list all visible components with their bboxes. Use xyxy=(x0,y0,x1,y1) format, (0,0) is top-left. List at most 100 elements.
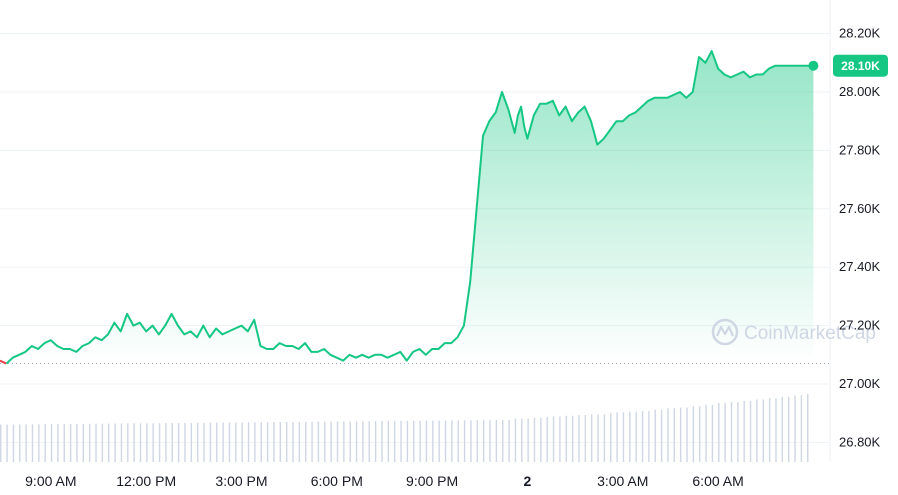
volume-bar xyxy=(260,422,262,462)
price-area-fill xyxy=(0,51,814,364)
volume-bar xyxy=(63,424,65,462)
volume-bar xyxy=(800,395,803,462)
volume-bar xyxy=(679,407,682,462)
volume-bar xyxy=(489,420,491,462)
volume-bar xyxy=(108,423,110,462)
x-tick-label: 3:00 AM xyxy=(597,473,648,489)
price-line-down-segment xyxy=(0,359,7,365)
volume-bar xyxy=(324,421,326,462)
volume-bar xyxy=(146,423,148,462)
volume-bar xyxy=(292,421,294,462)
y-tick-label: 27.00K xyxy=(839,376,881,391)
volume-bar xyxy=(19,424,21,462)
volume-bar xyxy=(413,420,415,462)
volume-bar xyxy=(768,398,771,462)
volume-bar xyxy=(514,418,517,462)
volume-bar xyxy=(31,424,34,462)
volume-bar xyxy=(228,422,231,462)
volume-bar xyxy=(222,422,224,462)
volume-bar xyxy=(432,420,434,462)
volume-bar xyxy=(165,423,167,462)
volume-bar xyxy=(152,423,154,462)
y-tick-label: 27.60K xyxy=(839,201,881,216)
volume-bar xyxy=(273,422,275,462)
volume-bar xyxy=(641,411,644,462)
volume-bar xyxy=(451,420,453,462)
volume-bar xyxy=(158,423,161,462)
volume-bar xyxy=(730,402,733,462)
y-tick-label: 26.80K xyxy=(839,434,881,449)
volume-bar xyxy=(330,421,332,462)
volume-bar xyxy=(114,423,116,462)
volume-bar xyxy=(737,402,739,462)
volume-bar xyxy=(622,412,625,462)
volume-bar xyxy=(419,420,421,462)
volume-bar xyxy=(610,413,612,462)
price-area xyxy=(0,51,814,364)
volume-bars xyxy=(0,394,809,462)
volume-bar xyxy=(311,421,313,462)
volume-bar xyxy=(368,421,370,462)
volume-bar xyxy=(387,421,390,462)
volume-bar xyxy=(120,423,123,462)
volume-bar xyxy=(88,423,91,462)
volume-bar xyxy=(762,399,764,462)
volume-bar xyxy=(781,396,784,462)
volume-bar xyxy=(654,409,656,462)
volume-bar xyxy=(699,406,701,462)
volume-bar xyxy=(241,422,243,462)
volume-bar xyxy=(673,408,675,462)
volume-bar xyxy=(57,424,59,462)
volume-bar xyxy=(406,420,409,462)
volume-bar xyxy=(756,399,758,462)
volume-bar xyxy=(374,421,377,462)
price-line xyxy=(0,50,814,365)
volume-bar xyxy=(50,424,53,462)
volume-bar xyxy=(807,394,809,462)
volume-bar xyxy=(463,420,466,462)
volume-bar xyxy=(667,408,669,462)
volume-bar xyxy=(355,421,358,462)
volume-bar xyxy=(629,411,631,462)
x-tick-label: 6:00 AM xyxy=(692,473,743,489)
volume-bar xyxy=(711,404,714,462)
volume-bar xyxy=(648,411,650,462)
x-tick-label: 12:00 PM xyxy=(116,473,176,489)
volume-bar xyxy=(171,423,173,462)
volume-bar xyxy=(101,423,104,462)
volume-bar xyxy=(559,416,561,462)
volume-bar xyxy=(502,419,504,462)
volume-bar xyxy=(584,415,587,462)
volume-bar xyxy=(177,422,180,462)
volume-bar xyxy=(425,420,428,462)
volume-bar xyxy=(692,406,695,462)
volume-bar xyxy=(686,407,688,462)
volume-bar xyxy=(508,419,510,462)
volume-bar xyxy=(285,421,288,462)
volume-bar xyxy=(578,415,580,462)
y-tick-label: 27.40K xyxy=(839,259,881,274)
volume-bar xyxy=(349,421,351,462)
volume-bar xyxy=(0,424,2,462)
volume-bar xyxy=(457,420,459,462)
volume-bar xyxy=(76,423,78,462)
coinmarketcap-watermark: CoinMarketCap xyxy=(711,318,876,346)
x-tick-label: 9:00 AM xyxy=(25,473,76,489)
volume-bar xyxy=(381,421,383,462)
volume-bar xyxy=(196,422,199,462)
volume-bar xyxy=(254,422,256,462)
volume-bar xyxy=(603,414,606,462)
watermark-label: CoinMarketCap xyxy=(744,323,876,344)
volume-bar xyxy=(6,424,8,462)
volume-bar xyxy=(400,420,402,462)
current-price-dot[interactable] xyxy=(808,60,819,71)
volume-bar xyxy=(775,398,777,462)
current-price-badge: 28.10K xyxy=(833,54,888,77)
volume-bar xyxy=(724,402,726,462)
volume-bar xyxy=(635,411,637,462)
volume-bar xyxy=(305,421,307,462)
volume-bar xyxy=(552,416,555,462)
volume-bar xyxy=(235,422,237,462)
